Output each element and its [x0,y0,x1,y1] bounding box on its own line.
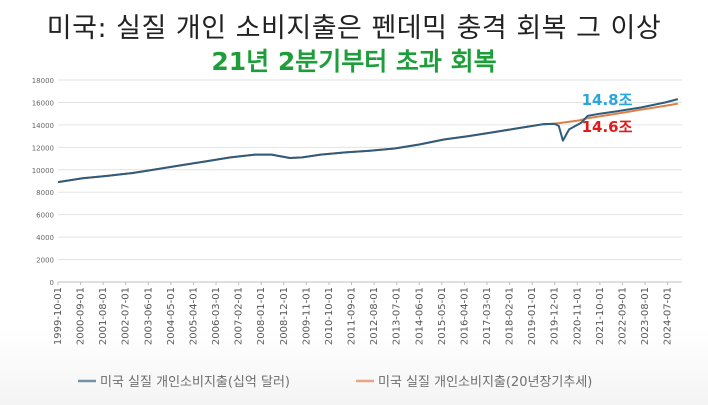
x-tick-label: 2011-09-01 [347,287,358,345]
x-tick-label: 2008-12-01 [279,287,290,345]
y-tick-label: 4000 [36,234,54,242]
annotation-label: 14.6조 [582,118,633,136]
x-tick-label: 2009-11-01 [301,287,312,345]
x-tick-label: 2024-07-01 [663,287,674,345]
x-tick-label: 2012-08-01 [369,287,380,345]
x-tick-label: 2019-12-01 [550,287,561,345]
x-tick-label: 2013-07-01 [392,287,403,345]
y-axis: 0 2000 4000 6000 8000 10000 12000 14000 16000 180… [32,77,54,287]
annotation-label: 14.8조 [582,91,633,109]
x-tick-label: 2003-06-01 [143,287,154,345]
x-tick-label: 2004-05-01 [166,287,177,345]
series-lines [57,98,679,184]
x-tick-label: 2021-10-01 [595,287,606,345]
y-tick-label: 12000 [32,144,54,152]
x-tick-label: 2017-03-01 [482,287,493,345]
x-tick-label: 2016-04-01 [459,287,470,345]
legend-entry: 미국 실질 개인소비지출(십억 달러) [100,375,290,390]
y-tick-label: 14000 [32,122,54,130]
grid-lines [58,79,682,283]
x-tick-label: 2014-06-01 [414,287,425,345]
y-tick-label: 0 [50,279,54,287]
x-tick-label: 2008-01-01 [256,287,267,345]
x-tick-label: 2006-03-01 [211,287,222,345]
annotations: 14.8조 14.6조 [582,91,633,136]
x-tick-label: 2023-08-01 [640,287,651,345]
series-line-actual [57,98,679,184]
x-tick-label: 2007-02-01 [234,287,245,345]
y-tick-label: 10000 [32,167,54,175]
legend-entry: 미국 실질 개인소비지출(20년장기추세) [378,375,592,390]
y-tick-label: 6000 [36,212,54,220]
x-tick-label: 2002-07-01 [121,287,132,345]
x-tick-label: 2019-01-01 [527,287,538,345]
x-tick-label: 2000-09-01 [76,287,87,345]
y-tick-label: 8000 [36,189,54,197]
x-tick-label: 2020-11-01 [572,287,583,345]
y-tick-label: 16000 [32,99,54,107]
y-tick-label: 18000 [32,77,54,85]
chart-title: 미국: 실질 개인 소비지출은 펜데믹 충격 회복 그 이상 [46,13,662,44]
x-tick-label: 2015-05-01 [437,287,448,345]
x-tick-label: 1999-10-01 [53,287,64,345]
y-tick-label: 2000 [36,257,54,265]
x-tick-label: 2022-09-01 [617,287,628,345]
x-tick-label: 2005-04-01 [188,287,199,345]
x-tick-label: 2010-10-01 [324,287,335,345]
legend: 미국 실질 개인소비지출(십억 달러) 미국 실질 개인소비지출(20년장기추세) [78,375,592,390]
x-tick-label: 2001-08-01 [98,287,109,345]
x-tick-label: 2018-02-01 [505,287,516,345]
chart-subtitle: 21년 2분기부터 초과 회복 [211,47,497,76]
x-axis: 1999-10-01 2000-09-01 2001-08-01 2002-07-01… [53,281,682,345]
